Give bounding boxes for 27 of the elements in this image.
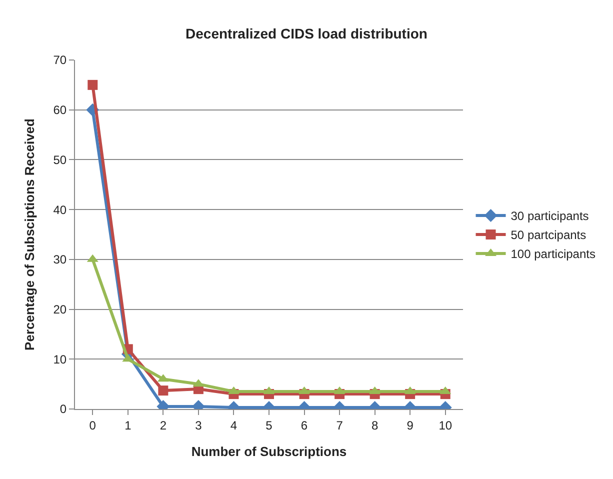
- y-tick-label: 50: [53, 152, 67, 167]
- point: [158, 386, 168, 396]
- x-tick-label: 6: [300, 418, 308, 432]
- x-tick-label: 10: [438, 418, 452, 432]
- y-tick-label: 20: [53, 302, 67, 316]
- x-tick-label: 9: [406, 418, 414, 432]
- chart-title: Decentralized CIDS load distribution: [186, 26, 428, 42]
- y-axis-title: Percentage of Subsciptions Received: [22, 118, 38, 350]
- x-tick-label: 4: [230, 418, 238, 432]
- x-tick-label: 2: [160, 418, 167, 432]
- legend-label: 100 participants: [510, 247, 596, 262]
- y-tick-label: 40: [53, 202, 67, 217]
- point: [88, 80, 98, 90]
- x-tick-label: 8: [371, 418, 378, 432]
- x-tick-label: 1: [124, 418, 132, 432]
- x-tick-label: 7: [336, 418, 344, 432]
- legend-label: 30 participants: [510, 209, 589, 224]
- y-tick-label: 0: [60, 402, 67, 416]
- y-tick-label: 10: [53, 352, 67, 366]
- x-tick-label: 3: [195, 418, 202, 432]
- x-tick-label: 5: [266, 418, 273, 432]
- y-tick-label: 70: [53, 53, 67, 68]
- y-tick-label: 30: [53, 252, 67, 267]
- x-tick-label: 0: [89, 418, 96, 432]
- y-tick-label: 60: [53, 103, 67, 118]
- legend-label: 50 partcipants: [510, 228, 586, 242]
- x-axis-title: Number of Subscriptions: [191, 444, 347, 459]
